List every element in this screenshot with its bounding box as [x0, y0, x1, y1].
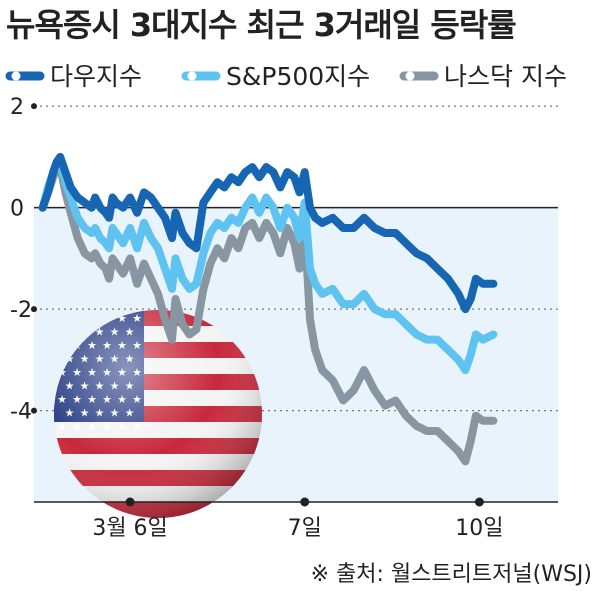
series-line-1 [38, 158, 498, 375]
y-tick-label: 2 [10, 95, 24, 120]
x-tick-label: 10일 [455, 516, 503, 541]
series-line-2 [38, 163, 498, 466]
globe-shading [54, 310, 262, 518]
legend-label: 다우지수 [50, 62, 142, 91]
y-tick-label: -2 [10, 298, 32, 323]
x-tick-label: 3월 6일 [92, 516, 167, 541]
legend-label: 나스닥 지수 [444, 62, 567, 91]
chart-title: 뉴욕증시 3대지수 최근 3거래일 등락률 [6, 6, 517, 44]
x-tick-dot [300, 497, 310, 507]
x-tick-dot [474, 497, 484, 507]
source-note: ※ 출처: 월스트리트저널(WSJ) [310, 562, 592, 587]
x-tick-label: 7일 [288, 516, 322, 541]
x-tick-dot [125, 497, 135, 507]
legend-swatch-dot [187, 71, 197, 81]
y-tick-label: -4 [10, 400, 32, 425]
y-tick-label: 0 [10, 197, 24, 222]
y-tick-dot [31, 306, 37, 313]
legend-swatch-dot [405, 71, 415, 81]
legend-label: S&P500지수 [226, 62, 370, 91]
legend-swatch-dot [11, 71, 21, 81]
y-tick-dot [31, 407, 37, 414]
y-tick-dot [31, 103, 37, 110]
series-line-0 [38, 152, 498, 314]
